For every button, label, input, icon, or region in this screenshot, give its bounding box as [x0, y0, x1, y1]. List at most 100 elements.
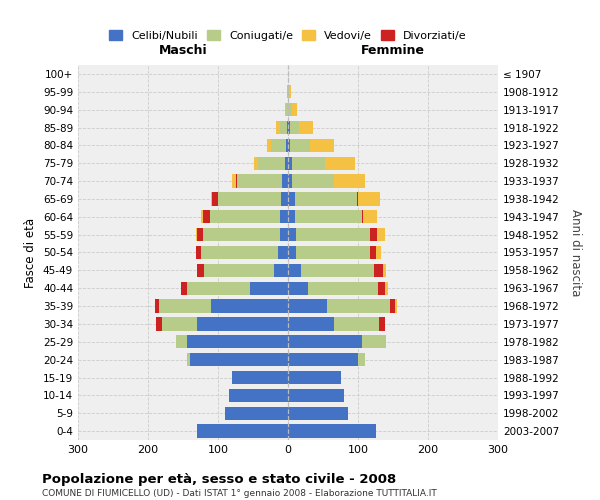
Bar [197, 424, 288, 438]
Bar [201, 210, 203, 224]
Bar [376, 246, 381, 259]
Bar [232, 174, 235, 188]
Bar [379, 317, 385, 330]
Bar [229, 388, 288, 402]
Bar [203, 210, 209, 224]
Bar [196, 228, 197, 241]
Bar [197, 264, 204, 277]
Bar [374, 264, 383, 277]
Text: Maschi: Maschi [158, 44, 208, 58]
Bar [281, 192, 288, 205]
Bar [197, 228, 203, 241]
Bar [395, 300, 397, 313]
Bar [290, 121, 299, 134]
Bar [284, 156, 288, 170]
Bar [211, 300, 288, 313]
Bar [285, 103, 286, 117]
Bar [276, 121, 280, 134]
Bar [377, 282, 385, 295]
Bar [254, 156, 258, 170]
Bar [250, 282, 288, 295]
Bar [334, 174, 365, 188]
Bar [225, 406, 288, 420]
Bar [295, 210, 361, 224]
Bar [296, 228, 370, 241]
Bar [204, 264, 274, 277]
Bar [237, 174, 283, 188]
Bar [181, 282, 187, 295]
Bar [267, 138, 271, 152]
Bar [187, 353, 190, 366]
Bar [280, 121, 287, 134]
Bar [334, 317, 379, 330]
Bar [288, 353, 358, 366]
Bar [288, 371, 341, 384]
Bar [280, 210, 288, 224]
Bar [287, 85, 288, 98]
Bar [288, 174, 292, 188]
Bar [288, 85, 289, 98]
Bar [358, 353, 365, 366]
Bar [288, 228, 296, 241]
Bar [288, 335, 361, 348]
Bar [377, 228, 385, 241]
Bar [288, 210, 295, 224]
Bar [370, 246, 376, 259]
Bar [361, 210, 363, 224]
Bar [211, 192, 212, 205]
Bar [190, 353, 288, 366]
Bar [162, 317, 197, 330]
Bar [176, 335, 187, 348]
Bar [288, 156, 292, 170]
Bar [283, 174, 288, 188]
Bar [196, 246, 201, 259]
Bar [292, 156, 325, 170]
Bar [288, 300, 326, 313]
Bar [209, 210, 280, 224]
Bar [212, 192, 218, 205]
Bar [274, 264, 288, 277]
Bar [288, 424, 376, 438]
Bar [288, 388, 344, 402]
Bar [370, 228, 377, 241]
Bar [288, 138, 290, 152]
Text: Femmine: Femmine [361, 44, 425, 58]
Bar [278, 246, 288, 259]
Bar [389, 300, 395, 313]
Bar [271, 138, 286, 152]
Bar [232, 371, 288, 384]
Bar [187, 282, 250, 295]
Bar [157, 317, 162, 330]
Legend: Celibi/Nubili, Coniugati/e, Vedovi/e, Divorziati/e: Celibi/Nubili, Coniugati/e, Vedovi/e, Di… [105, 26, 471, 45]
Bar [385, 282, 388, 295]
Bar [288, 282, 308, 295]
Bar [288, 317, 334, 330]
Bar [235, 174, 237, 188]
Bar [299, 121, 313, 134]
Bar [325, 156, 355, 170]
Bar [203, 228, 280, 241]
Bar [289, 85, 291, 98]
Bar [383, 264, 386, 277]
Bar [356, 192, 358, 205]
Bar [308, 282, 377, 295]
Bar [290, 138, 310, 152]
Bar [326, 300, 389, 313]
Bar [197, 317, 288, 330]
Bar [287, 121, 288, 134]
Bar [296, 246, 370, 259]
Bar [288, 246, 296, 259]
Bar [286, 138, 288, 152]
Bar [292, 103, 297, 117]
Bar [155, 300, 158, 313]
Bar [288, 103, 292, 117]
Bar [218, 192, 281, 205]
Bar [288, 192, 295, 205]
Bar [288, 406, 347, 420]
Bar [280, 228, 288, 241]
Text: Popolazione per età, sesso e stato civile - 2008: Popolazione per età, sesso e stato civil… [42, 472, 396, 486]
Y-axis label: Fasce di età: Fasce di età [25, 218, 37, 288]
Bar [292, 174, 334, 188]
Bar [361, 335, 386, 348]
Bar [363, 210, 377, 224]
